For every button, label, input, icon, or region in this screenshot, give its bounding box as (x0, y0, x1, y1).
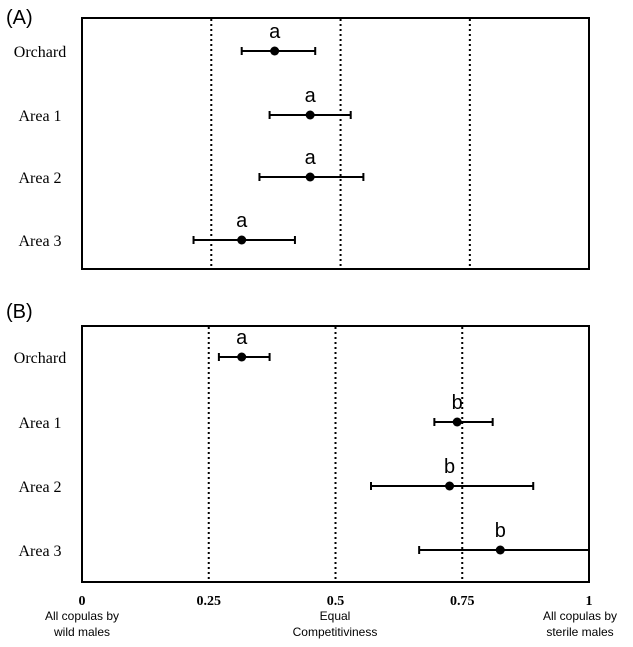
significance-letter: a (236, 210, 248, 232)
panel-b-reference-lines (207, 327, 464, 581)
category-label: Orchard (14, 350, 66, 367)
panel-a-frame (81, 17, 590, 270)
significance-letter: a (236, 327, 248, 349)
annotation-equal-line1: Equal (320, 609, 351, 623)
category-label: Area 3 (18, 233, 61, 250)
panel-a-reference-lines (210, 19, 471, 268)
significance-letter: b (495, 520, 506, 542)
significance-letter: a (269, 21, 281, 43)
data-point (305, 110, 315, 120)
panel-a-data-marks: a a a a (192, 21, 365, 245)
data-point (270, 46, 280, 56)
panel-a: (A) Orchard Area 1 Area 2 Area 3 a a a a (6, 7, 590, 270)
panel-b: (B) Orchard Area 1 Area 2 Area 3 a b b b 0 0.25… (6, 301, 593, 609)
data-point (237, 235, 247, 245)
panel-b-label: (B) (6, 301, 33, 323)
data-point (445, 481, 455, 491)
panel-b-frame (81, 325, 590, 583)
annotation-sterile-line1: All copulas by (543, 609, 617, 623)
x-axis-ticks: 0 0.25 0.5 0.75 1 (79, 594, 593, 609)
panel-a-label: (A) (6, 7, 33, 29)
annotation-equal-line2: Competitiviness (293, 625, 378, 639)
annotation-wild-line2: wild males (53, 625, 110, 639)
data-point (495, 545, 505, 555)
x-annotations: All copulas by wild males Equal Competit… (45, 609, 617, 639)
x-tick-label: 0 (79, 594, 86, 609)
data-point (452, 417, 462, 427)
significance-letter: b (452, 392, 463, 414)
significance-letter: a (305, 85, 317, 107)
x-tick-label: 0.25 (197, 594, 222, 609)
panel-b-category-labels: Orchard Area 1 Area 2 Area 3 (14, 350, 66, 560)
data-point (305, 172, 315, 182)
panel-b-data-marks: a b b b (217, 327, 590, 555)
significance-letter: b (444, 456, 455, 478)
x-tick-label: 1 (586, 594, 593, 609)
panel-a-category-labels: Orchard Area 1 Area 2 Area 3 (14, 44, 66, 250)
category-label: Area 2 (18, 479, 61, 496)
annotation-sterile-line2: sterile males (546, 625, 613, 639)
category-label: Area 1 (18, 415, 61, 432)
category-label: Orchard (14, 44, 66, 61)
category-label: Area 1 (18, 108, 61, 125)
x-tick-label: 0.5 (327, 594, 345, 609)
category-label: Area 2 (18, 170, 61, 187)
x-tick-label: 0.75 (450, 594, 475, 609)
significance-letter: a (305, 147, 317, 169)
category-label: Area 3 (18, 543, 61, 560)
annotation-wild-line1: All copulas by (45, 609, 119, 623)
data-point (237, 352, 247, 362)
